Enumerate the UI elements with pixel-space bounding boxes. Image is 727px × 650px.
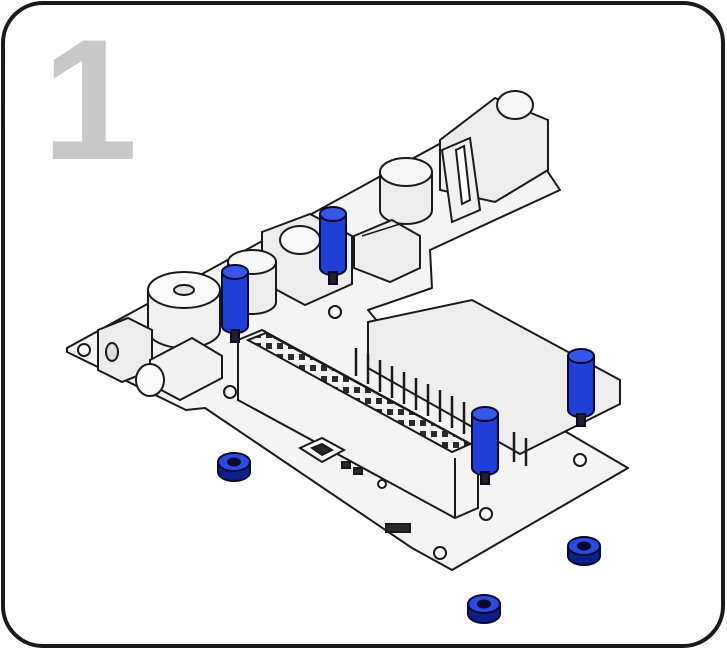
buzzer-icon (147, 271, 221, 349)
standoff-icon (567, 348, 595, 427)
led-icon (135, 336, 223, 402)
dc-jack-icon (439, 90, 549, 224)
capacitor-icon (379, 157, 433, 225)
standoff-icon (319, 206, 347, 285)
step-number: 1 (42, 4, 138, 196)
hex-nut-icon (567, 536, 601, 566)
hex-nut-icon (217, 452, 251, 482)
pin-header-icon (354, 298, 621, 466)
standoff-icon (471, 406, 499, 485)
gpio-socket-icon (237, 328, 479, 520)
smd-chip (297, 436, 411, 533)
standoff-icon (221, 264, 249, 343)
hex-nut-icon (467, 594, 501, 624)
